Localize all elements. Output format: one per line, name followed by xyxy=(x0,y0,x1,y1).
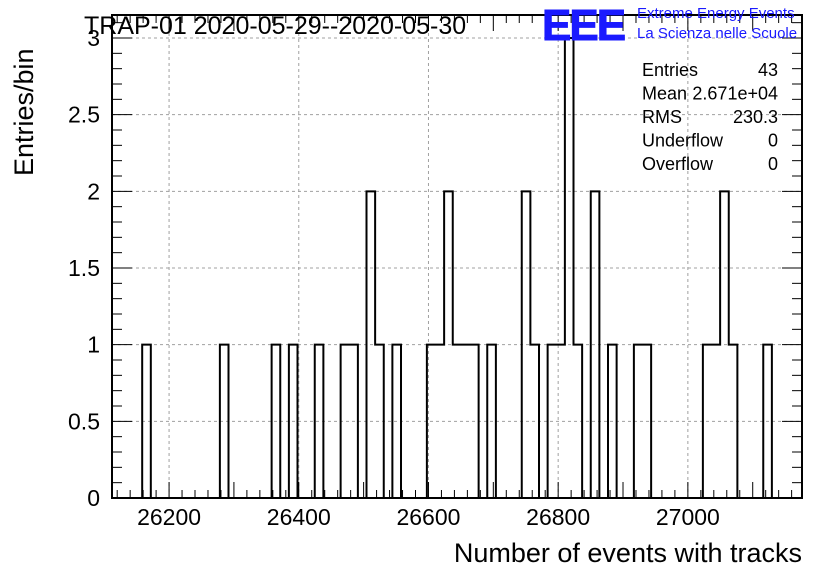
y-tick-label: 1 xyxy=(87,332,100,358)
stats-value: 230.3 xyxy=(733,107,778,127)
y-tick-label: 0.5 xyxy=(68,408,100,434)
x-tick-label: 26800 xyxy=(526,504,590,530)
eee-logo-mark: EEE xyxy=(542,1,625,50)
stats-value: 43 xyxy=(758,60,778,80)
stats-label: RMS xyxy=(642,107,682,127)
plot-frame xyxy=(111,14,803,499)
y-tick-label: 3 xyxy=(87,25,100,51)
stats-box: Entries 43 Mean 2.671e+04 RMS 230.3 Underflow 0… xyxy=(642,60,778,174)
stats-value: 0 xyxy=(768,154,778,174)
y-axis-label: Entries/bin xyxy=(9,48,39,176)
y-tick-label: 2.5 xyxy=(68,102,100,128)
x-axis-label: Number of events with tracks xyxy=(454,538,802,568)
tick-labels: 26200 26400 26600 26800 27000 0 0.5 1 1.5 2 2.5 3 xyxy=(68,25,720,530)
y-tick-label: 1.5 xyxy=(68,255,100,281)
stats-value: 0 xyxy=(768,131,778,151)
stats-label: Underflow xyxy=(642,131,724,151)
stats-value: 2.671e+04 xyxy=(692,84,778,104)
x-tick-label: 27000 xyxy=(656,504,720,530)
y-tick-label: 0 xyxy=(87,485,100,511)
eee-logo-line1: Extreme Energy Events xyxy=(637,5,795,22)
stats-label: Overflow xyxy=(642,154,714,174)
stats-label: Entries xyxy=(642,60,698,80)
axis-ticks xyxy=(112,15,802,499)
y-tick-label: 2 xyxy=(87,178,100,204)
x-tick-label: 26200 xyxy=(137,504,201,530)
x-tick-label: 26600 xyxy=(396,504,460,530)
eee-logo-line2: La Scienza nelle Scuole xyxy=(637,25,797,42)
stats-label: Mean xyxy=(642,84,687,104)
chart-title: TRAP-01 2020-05-29--2020-05-30 xyxy=(84,12,466,40)
x-tick-label: 26400 xyxy=(267,504,331,530)
eee-logo: EEE Extreme Energy Events La Scienza nel… xyxy=(542,1,798,51)
